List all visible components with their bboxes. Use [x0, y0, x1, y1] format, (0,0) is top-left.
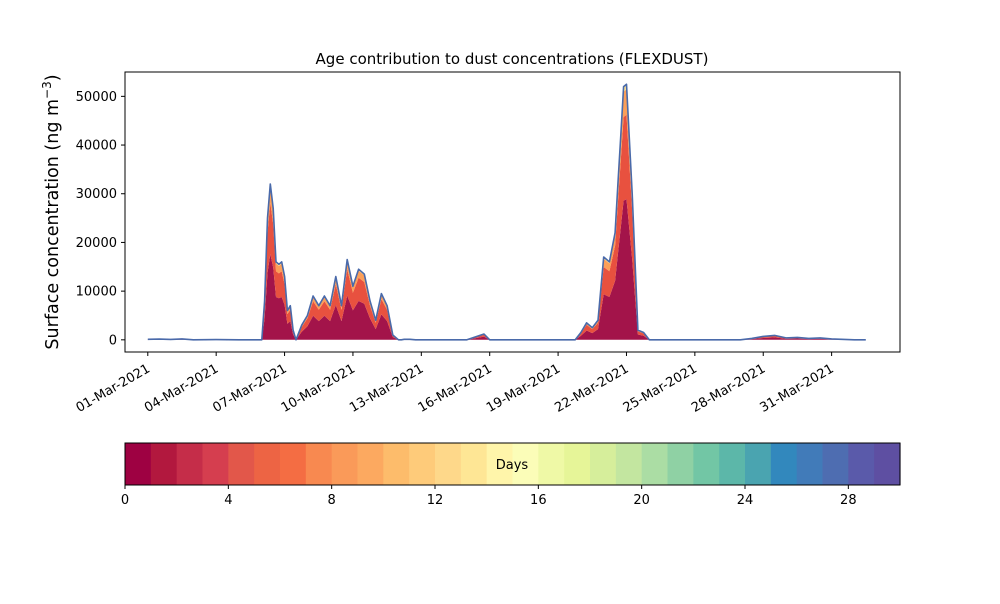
chart-title: Age contribution to dust concentrations … — [316, 50, 709, 68]
plot-frame — [124, 71, 901, 353]
y-tick-label: 30000 — [76, 187, 117, 202]
colorbar-tick-label: 8 — [328, 493, 336, 508]
plot-area: 0 10000 20000 30000 40000 50000 01-Mar-202104-… — [74, 71, 901, 416]
colorbar-segment — [719, 443, 746, 485]
age-band-1 — [147, 114, 866, 340]
colorbar-tick-label: 0 — [121, 493, 129, 508]
colorbar-tick-label: 4 — [224, 493, 232, 508]
x-tick-label: 04-Mar-2021 — [142, 361, 221, 415]
colorbar-segment — [564, 443, 591, 485]
y-tick-label: 50000 — [76, 90, 117, 105]
colorbar-segment — [150, 443, 178, 485]
colorbar-segment — [615, 443, 643, 485]
y-axis-label-main: Surface concentration (ng m — [43, 99, 63, 350]
y-axis-label: Surface concentration (ng m−3) — [40, 74, 63, 349]
age-band-3 — [147, 84, 866, 340]
colorbar-segment — [486, 443, 514, 485]
x-tick-label: 10-Mar-2021 — [279, 361, 358, 415]
colorbar-segment — [202, 443, 229, 485]
colorbar-segment — [667, 443, 694, 485]
colorbar-segment — [383, 443, 410, 485]
colorbar-segment — [770, 443, 798, 485]
colorbar-tick-label: 28 — [840, 493, 857, 508]
colorbar-segment — [305, 443, 333, 485]
colorbar-segment — [435, 443, 462, 485]
y-tick-label: 0 — [109, 333, 117, 348]
colorbar-segment — [280, 443, 307, 485]
colorbar-segment — [125, 443, 152, 485]
y-axis-label-sup: −3 — [40, 81, 54, 99]
x-tick-label: 22-Mar-2021 — [552, 361, 631, 415]
colorbar-tick-label: 12 — [427, 493, 444, 508]
x-tick-label: 16-Mar-2021 — [416, 361, 495, 415]
x-tick-label: 13-Mar-2021 — [347, 361, 426, 415]
colorbar-segment — [745, 443, 772, 485]
colorbar-segment — [512, 443, 539, 485]
x-tick-label: 31-Mar-2021 — [757, 361, 836, 415]
x-tick-label: 25-Mar-2021 — [621, 361, 700, 415]
colorbar: Days 0 4 8 12 16 20 24 28 — [121, 442, 901, 508]
y-tick-label: 40000 — [76, 139, 117, 154]
x-tick-label: 19-Mar-2021 — [484, 361, 563, 415]
colorbar-segment — [176, 443, 204, 485]
colorbar-segment — [848, 443, 875, 485]
colorbar-segment — [796, 443, 824, 485]
colorbar-segment — [331, 443, 359, 485]
colorbar-segment — [228, 443, 255, 485]
colorbar-segment — [460, 443, 488, 485]
colorbar-tick-label: 20 — [633, 493, 650, 508]
x-tick-label: 28-Mar-2021 — [689, 361, 768, 415]
colorbar-segment — [590, 443, 617, 485]
colorbar-segment — [693, 443, 720, 485]
colorbar-label: Days — [496, 458, 529, 473]
colorbar-tick-label: 24 — [737, 493, 754, 508]
colorbar-segment — [357, 443, 384, 485]
age-band-2 — [147, 89, 866, 340]
x-tick-label: 07-Mar-2021 — [210, 361, 289, 415]
y-tick-label: 20000 — [76, 236, 117, 251]
x-tick-label: 01-Mar-2021 — [74, 361, 153, 415]
age-band-0 — [147, 199, 866, 340]
colorbar-segment — [538, 443, 565, 485]
total-line — [147, 83, 866, 341]
y-axis-label-close: ) — [43, 74, 63, 81]
colorbar-segment — [254, 443, 281, 485]
colorbar-frame — [124, 442, 901, 486]
colorbar-segment — [641, 443, 669, 485]
colorbar-segment — [409, 443, 436, 485]
colorbar-tick-label: 16 — [530, 493, 547, 508]
colorbar-segment — [822, 443, 849, 485]
colorbar-segment — [874, 443, 901, 485]
y-tick-label: 10000 — [76, 285, 117, 300]
